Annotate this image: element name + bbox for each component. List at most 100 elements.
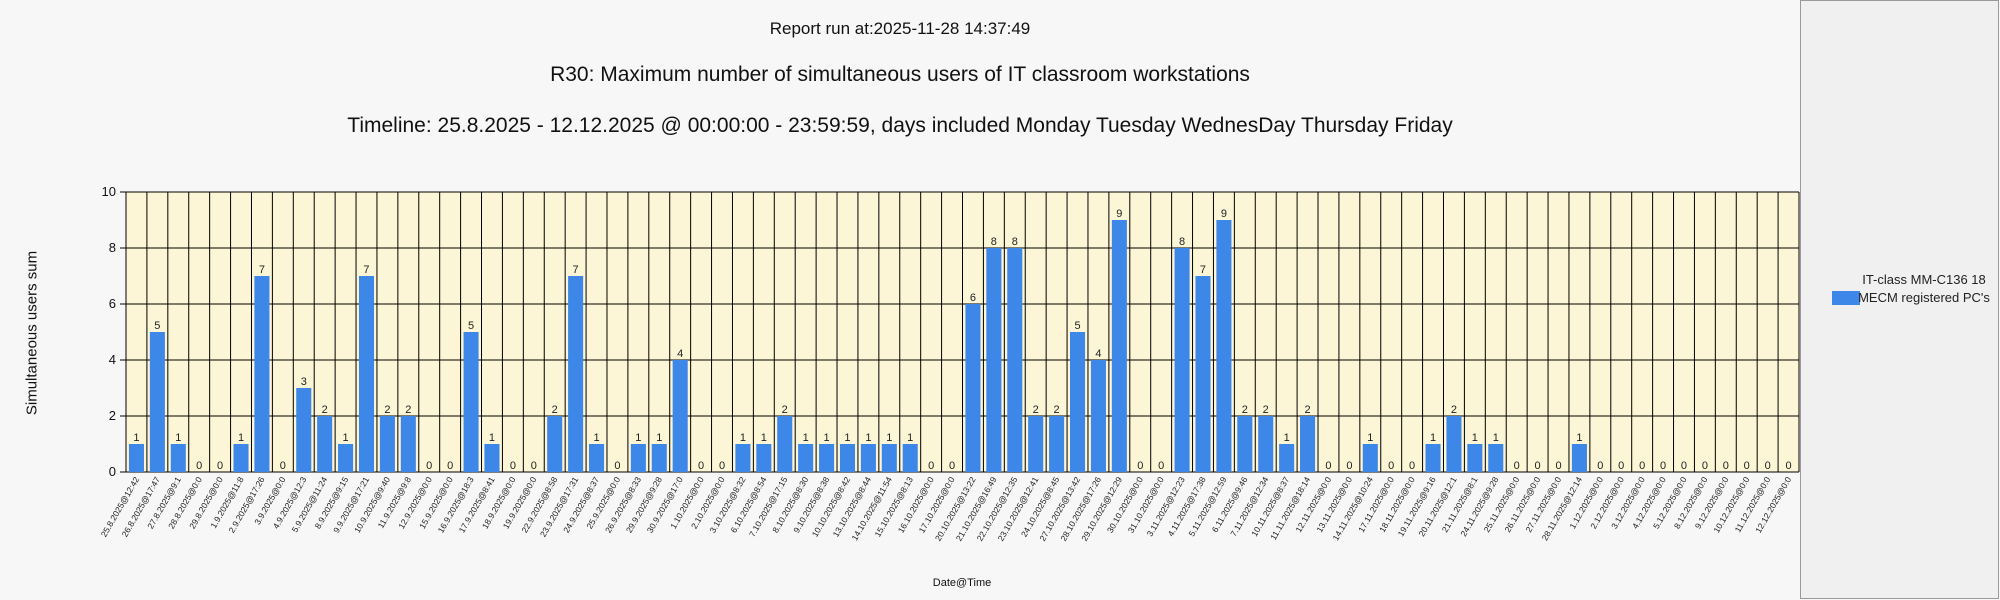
data-label: 0: [949, 460, 955, 472]
data-label: 0: [280, 460, 286, 472]
data-label: 7: [573, 264, 579, 276]
y-tick-label: 0: [109, 464, 116, 479]
data-label: 2: [552, 404, 558, 416]
legend-label: IT-class MM-C136 18 MECM registered PC's: [1858, 272, 1990, 305]
data-label: 0: [1723, 460, 1729, 472]
data-label: 6: [970, 292, 976, 304]
data-label: 7: [259, 264, 265, 276]
y-tick-label: 2: [109, 408, 116, 423]
data-label: 0: [1535, 460, 1541, 472]
data-label: 0: [1765, 460, 1771, 472]
data-label: 0: [1514, 460, 1520, 472]
bar: [777, 416, 793, 472]
bar: [1279, 444, 1295, 472]
data-label: 1: [593, 432, 599, 444]
bar: [1571, 444, 1587, 472]
data-label: 2: [1263, 404, 1269, 416]
bar: [379, 416, 395, 472]
data-label: 0: [1681, 460, 1687, 472]
data-label: 5: [468, 320, 474, 332]
data-label: 1: [1430, 432, 1436, 444]
bar: [1174, 248, 1190, 472]
bar: [735, 444, 751, 472]
data-label: 0: [1409, 460, 1415, 472]
bar: [1488, 444, 1504, 472]
bar: [1237, 416, 1253, 472]
data-label: 0: [217, 460, 223, 472]
data-label: 1: [656, 432, 662, 444]
data-label: 1: [824, 432, 830, 444]
bar: [317, 416, 333, 472]
data-label: 5: [154, 320, 160, 332]
data-label: 2: [405, 404, 411, 416]
data-label: 9: [1116, 208, 1122, 220]
data-label: 0: [614, 460, 620, 472]
data-label: 2: [1451, 404, 1457, 416]
bar: [568, 276, 584, 472]
data-label: 0: [1618, 460, 1624, 472]
data-label: 1: [238, 432, 244, 444]
data-label: 0: [531, 460, 537, 472]
data-label: 8: [991, 236, 997, 248]
bar: [463, 332, 479, 472]
data-label: 1: [1367, 432, 1373, 444]
bar: [338, 444, 354, 472]
bar: [1007, 248, 1023, 472]
data-label: 8: [1179, 236, 1185, 248]
bar: [756, 444, 772, 472]
bar: [798, 444, 814, 472]
data-label: 0: [698, 460, 704, 472]
bar: [233, 444, 249, 472]
data-label: 0: [510, 460, 516, 472]
y-tick-label: 4: [109, 352, 116, 367]
data-label: 1: [489, 432, 495, 444]
bar: [358, 276, 375, 472]
bar: [1446, 416, 1462, 472]
bar: [860, 444, 876, 472]
x-axis-label: Date@Time: [932, 577, 992, 589]
bar: [672, 360, 688, 472]
bar: [254, 276, 270, 472]
data-label: 1: [175, 432, 181, 444]
data-label: 5: [1074, 320, 1080, 332]
bar: [1069, 332, 1086, 472]
bar: [1049, 416, 1065, 472]
bar: [1090, 360, 1106, 472]
data-label: 1: [1493, 432, 1499, 444]
data-label: 0: [1325, 460, 1331, 472]
data-label: 2: [322, 404, 328, 416]
data-label: 1: [133, 432, 139, 444]
data-label: 1: [635, 432, 641, 444]
bar-chart: 0246810125.8.2025@12:42526.8.2025@17:471…: [99, 184, 1800, 543]
data-label: 0: [1660, 460, 1666, 472]
bar: [881, 444, 897, 472]
y-tick-label: 10: [102, 184, 116, 199]
data-label: 1: [803, 432, 809, 444]
data-label: 1: [844, 432, 850, 444]
data-label: 2: [1054, 404, 1060, 416]
data-label: 0: [1639, 460, 1645, 472]
data-label: 4: [1095, 348, 1101, 360]
bar: [484, 444, 500, 472]
bar: [547, 416, 563, 472]
bar: [902, 444, 918, 472]
data-label: 1: [761, 432, 767, 444]
bar: [986, 248, 1002, 472]
bar: [1362, 444, 1378, 472]
data-label: 2: [384, 404, 390, 416]
data-label: 1: [1472, 432, 1478, 444]
data-label: 2: [1033, 404, 1039, 416]
bar: [839, 444, 856, 472]
data-label: 1: [343, 432, 349, 444]
bar: [1111, 220, 1127, 472]
data-label: 7: [1200, 264, 1206, 276]
bar: [1258, 416, 1274, 472]
data-label: 0: [1346, 460, 1352, 472]
data-label: 0: [1388, 460, 1394, 472]
data-label: 0: [1597, 460, 1603, 472]
data-label: 0: [426, 460, 432, 472]
report-time: Report run at:2025-11-28 14:37:49: [769, 19, 1031, 38]
data-label: 0: [928, 460, 934, 472]
data-label: 2: [782, 404, 788, 416]
bar: [1028, 416, 1044, 472]
